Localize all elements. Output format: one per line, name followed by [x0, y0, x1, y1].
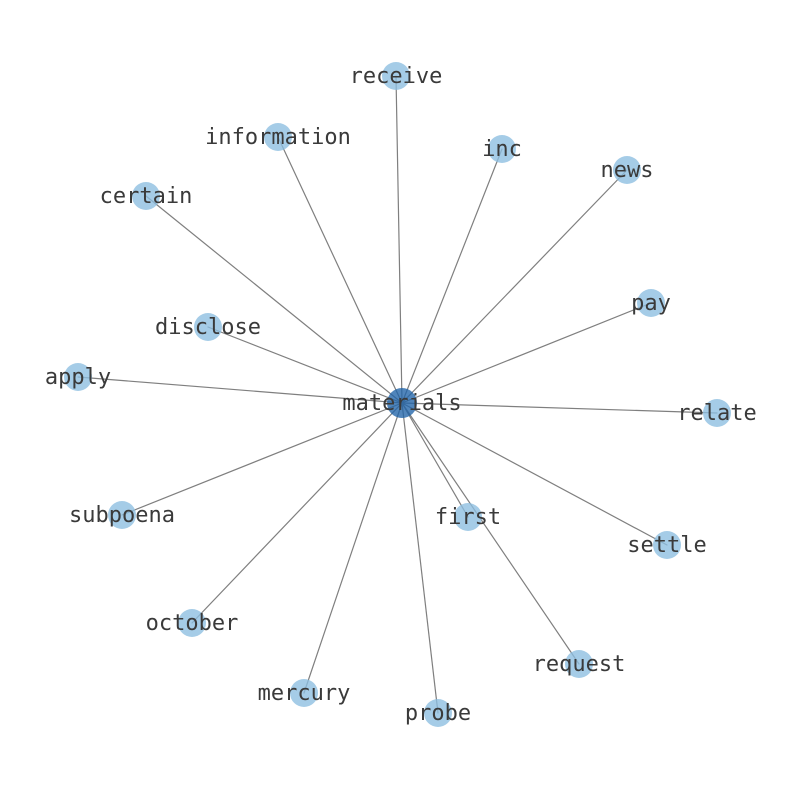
edge-materials-first: [401, 402, 469, 518]
node-pay: [637, 289, 665, 317]
edge-materials-mercury: [303, 402, 403, 694]
node-label-inc: inc: [482, 137, 522, 162]
node-label-certain: certain: [100, 184, 193, 209]
node-label-settle: settle: [627, 533, 706, 558]
edge-materials-october: [191, 402, 403, 624]
edges-layer: [77, 75, 718, 714]
node-label-information: information: [205, 125, 351, 150]
labels-layer: materials receive information inc news certai…: [45, 64, 757, 726]
node-disclose: [194, 313, 222, 341]
node-label-first: first: [435, 505, 501, 530]
edge-materials-probe: [401, 402, 439, 714]
node-label-mercury: mercury: [258, 681, 351, 706]
node-label-materials: materials: [342, 391, 461, 416]
node-probe: [424, 699, 452, 727]
node-settle: [653, 531, 681, 559]
node-first: [454, 503, 482, 531]
edge-materials-inc: [401, 148, 503, 404]
node-receive: [382, 62, 410, 90]
node-news: [613, 156, 641, 184]
node-subpoena: [108, 501, 136, 529]
node-label-news: news: [601, 158, 654, 183]
edge-materials-apply: [77, 376, 403, 404]
node-label-disclose: disclose: [155, 315, 261, 340]
node-apply: [64, 363, 92, 391]
node-label-pay: pay: [631, 291, 671, 316]
edge-materials-request: [401, 402, 580, 665]
node-materials: [387, 388, 417, 418]
node-label-subpoena: subpoena: [69, 503, 175, 528]
node-mercury: [290, 679, 318, 707]
node-relate: [703, 399, 731, 427]
edge-materials-information: [277, 136, 403, 404]
edge-materials-pay: [401, 302, 652, 404]
node-october: [178, 609, 206, 637]
edge-materials-subpoena: [121, 402, 403, 516]
node-inc: [488, 135, 516, 163]
node-label-relate: relate: [677, 401, 756, 426]
node-information: [264, 123, 292, 151]
node-label-receive: receive: [350, 64, 443, 89]
node-certain: [132, 182, 160, 210]
edge-materials-certain: [145, 195, 403, 404]
nodes-layer: [64, 62, 731, 727]
edge-materials-settle: [401, 402, 668, 546]
edge-materials-relate: [401, 402, 718, 414]
node-label-apply: apply: [45, 365, 111, 390]
node-label-october: october: [146, 611, 239, 636]
node-label-request: request: [533, 652, 626, 677]
node-label-probe: probe: [405, 701, 471, 726]
edge-materials-disclose: [207, 326, 403, 404]
node-request: [565, 650, 593, 678]
edge-materials-news: [401, 169, 628, 404]
edge-materials-receive: [395, 75, 403, 404]
